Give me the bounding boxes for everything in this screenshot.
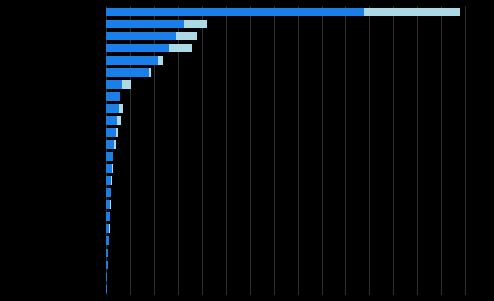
Bar (106, 92, 120, 101)
Bar (106, 188, 111, 197)
Bar (119, 104, 123, 113)
Bar (109, 225, 110, 233)
Bar (176, 32, 197, 40)
Bar (106, 261, 108, 269)
Bar (106, 237, 109, 245)
Bar (183, 20, 207, 28)
Bar (106, 128, 116, 137)
Bar (106, 32, 176, 40)
Bar (106, 20, 183, 28)
Bar (116, 128, 119, 137)
Bar (106, 104, 119, 113)
Bar (106, 116, 117, 125)
Bar (106, 225, 109, 233)
Bar (106, 164, 112, 173)
Bar (112, 164, 114, 173)
Bar (106, 285, 107, 293)
Bar (122, 80, 130, 88)
Bar (106, 44, 169, 52)
Bar (364, 8, 459, 16)
Bar (106, 200, 110, 209)
Bar (106, 249, 108, 257)
Bar (111, 176, 113, 185)
Bar (149, 68, 152, 76)
Bar (106, 273, 107, 281)
Bar (106, 152, 113, 161)
Bar (169, 44, 192, 52)
Bar (106, 176, 111, 185)
Bar (106, 140, 114, 149)
Bar (110, 200, 111, 209)
Bar (117, 116, 121, 125)
Bar (106, 56, 158, 64)
Bar (106, 68, 149, 76)
Bar (114, 140, 117, 149)
Bar (106, 213, 110, 221)
Bar (106, 8, 364, 16)
Bar (158, 56, 163, 64)
Bar (106, 80, 122, 88)
